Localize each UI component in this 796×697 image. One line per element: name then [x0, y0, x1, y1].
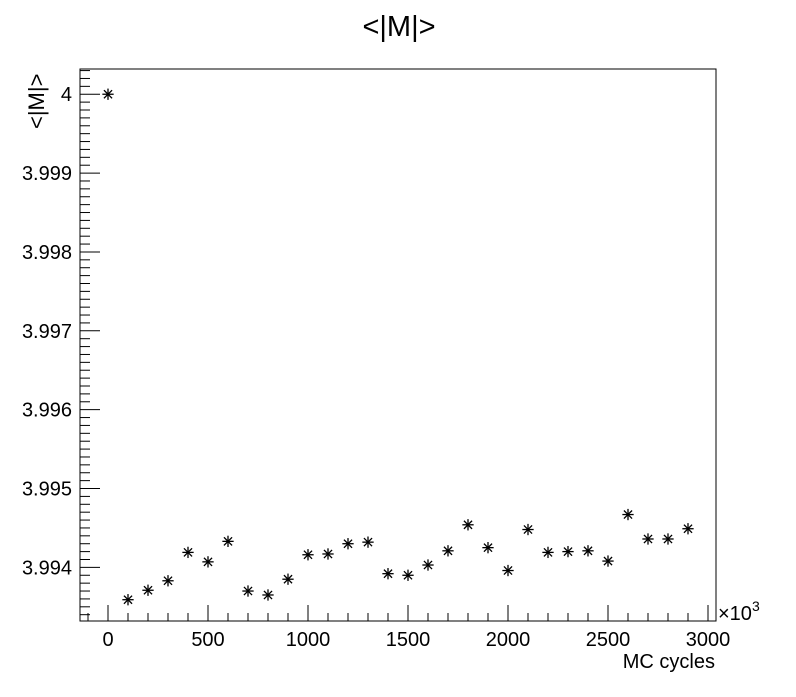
- data-point: [102, 88, 114, 100]
- marker-stroke: [603, 556, 613, 566]
- x-tick-label: 1500: [386, 629, 431, 651]
- marker-stroke: [223, 536, 233, 546]
- marker-stroke: [443, 546, 453, 556]
- data-point: [442, 545, 454, 557]
- y-axis-title: <|M|>: [24, 74, 49, 129]
- marker-stroke: [683, 524, 693, 534]
- y-tick-label: 3.996: [22, 400, 72, 422]
- marker-stroke: [583, 546, 593, 556]
- data-point: [402, 569, 414, 581]
- data-point: [302, 549, 314, 561]
- data-point: [162, 575, 174, 587]
- marker-stroke: [403, 570, 413, 580]
- marker-stroke: [643, 534, 653, 544]
- data-point: [262, 589, 274, 601]
- x-tick-label: 500: [191, 629, 224, 651]
- y-axis-ticks: [80, 70, 100, 616]
- marker-stroke: [423, 560, 433, 570]
- marker-stroke: [143, 585, 153, 595]
- x-tick-label: 2500: [586, 629, 631, 651]
- marker-stroke: [203, 557, 213, 567]
- data-point: [242, 585, 254, 597]
- data-point: [342, 538, 354, 550]
- data-point: [502, 564, 514, 577]
- marker-stroke: [523, 525, 533, 535]
- x-tick-label: 3000: [686, 629, 731, 651]
- data-point: [322, 548, 334, 560]
- data-point: [362, 536, 374, 548]
- x-axis-multiplier: ×103: [718, 598, 760, 625]
- y-tick-label: 3.995: [22, 479, 72, 501]
- marker-stroke: [503, 566, 513, 576]
- data-points: [102, 88, 694, 606]
- marker-stroke: [163, 576, 173, 586]
- y-tick-label: 3.997: [22, 321, 72, 343]
- x-tick-label: 2000: [486, 629, 531, 651]
- data-point: [542, 546, 554, 559]
- x-tick-label: 0: [102, 629, 113, 651]
- marker-stroke: [623, 510, 633, 520]
- marker-stroke: [463, 520, 473, 530]
- marker-stroke: [303, 550, 313, 560]
- data-point: [622, 508, 634, 521]
- x-multiplier-exponent: 3: [752, 598, 760, 614]
- data-point: [562, 545, 574, 558]
- chart-title: <|M|>: [362, 11, 435, 43]
- data-point: [382, 568, 394, 580]
- marker-stroke: [283, 574, 293, 584]
- data-point: [462, 519, 474, 531]
- marker-stroke: [343, 539, 353, 549]
- x-tick-label: 1000: [286, 629, 331, 651]
- data-point: [182, 546, 194, 559]
- marker-stroke: [263, 590, 273, 600]
- y-tick-label: 3.998: [22, 242, 72, 264]
- data-point: [582, 545, 594, 557]
- marker-stroke: [243, 586, 253, 596]
- plot-frame: [79, 68, 717, 622]
- data-point: [142, 584, 154, 596]
- marker-stroke: [323, 549, 333, 559]
- data-point: [662, 533, 674, 545]
- y-tick-label: 3.999: [22, 163, 72, 185]
- x-axis-title: MC cycles: [623, 651, 715, 673]
- data-point: [422, 559, 434, 571]
- marker-stroke: [483, 543, 493, 553]
- marker-stroke: [123, 595, 133, 605]
- data-point: [482, 542, 494, 554]
- data-point: [202, 556, 214, 568]
- y-axis-tick-labels: 3.994 3.995 3.996 3.997 3.998 3.999 4: [22, 84, 72, 579]
- marker-stroke: [383, 569, 393, 579]
- data-point: [642, 533, 654, 545]
- marker-stroke: [543, 547, 553, 557]
- y-tick-label: 4: [61, 84, 72, 106]
- marker-stroke: [363, 537, 373, 547]
- marker-stroke: [103, 89, 113, 99]
- x-axis-tick-labels: 0 500 1000 1500 2000 2500 3000: [102, 629, 730, 651]
- data-point: [282, 573, 294, 585]
- marker-stroke: [183, 547, 193, 557]
- marker-stroke: [663, 534, 673, 544]
- data-point: [122, 594, 134, 606]
- marker-stroke: [563, 547, 573, 557]
- x-multiplier-base: ×10: [718, 603, 752, 625]
- data-point: [682, 523, 694, 535]
- data-point: [522, 523, 534, 536]
- y-tick-label: 3.994: [22, 557, 72, 579]
- data-point: [222, 535, 234, 548]
- data-point: [602, 555, 614, 567]
- x-axis-ticks: [87, 605, 709, 621]
